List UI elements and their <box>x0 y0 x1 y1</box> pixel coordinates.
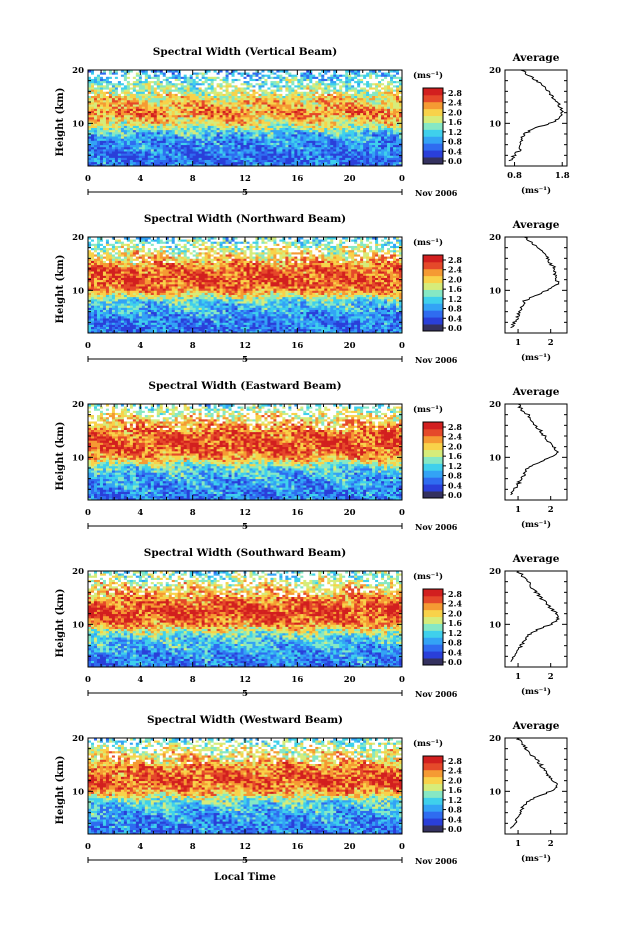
avg-x-tick-label: 1.8 <box>555 171 570 181</box>
panels-group: Spectral Width (Vertical Beam) 20 10 Height… <box>55 46 570 866</box>
x-tick-label: 16 <box>291 174 303 184</box>
colorbar-segment <box>423 157 443 164</box>
x-tick-label: 8 <box>190 174 196 184</box>
y-tick-label: 10 <box>72 119 84 129</box>
y-axis-label: Height (km) <box>55 88 66 157</box>
colorbar-tick-label: 2.8 <box>448 88 462 98</box>
colorbar-tick-label: 1.2 <box>448 127 462 137</box>
colorbar-segment <box>423 136 443 143</box>
colorbar-tick-label: 0.8 <box>448 137 462 147</box>
colorbar-segment <box>423 109 443 116</box>
colorbar-segment <box>423 143 443 150</box>
average-title: Average <box>512 52 560 64</box>
date-label: Nov 2006 <box>415 188 458 198</box>
colorbar-segment <box>423 150 443 157</box>
heatmap <box>88 70 402 166</box>
heatmap <box>88 237 402 333</box>
x-tick-label: 0 <box>85 174 91 184</box>
colorbar-unit: (ms⁻¹) <box>413 70 443 81</box>
y-tick-label: 20 <box>72 66 84 76</box>
panel-title: Spectral Width (Northward Beam) <box>144 213 346 225</box>
colorbar-segment <box>423 123 443 130</box>
panel-title: Spectral Width (Vertical Beam) <box>153 46 337 58</box>
colorbar-tick-label: 0.4 <box>448 146 462 156</box>
x-tick-label: 20 <box>344 174 356 184</box>
x-tick-label: 4 <box>137 174 143 184</box>
average-profile-line <box>509 70 563 161</box>
colorbar-tick-label: 2.4 <box>448 98 462 108</box>
average-xlabel: (ms⁻¹) <box>521 185 551 196</box>
x-tick-label: 0 <box>399 174 405 184</box>
colorbar-segment <box>423 129 443 136</box>
avg-y-tick-label: 10 <box>489 119 501 129</box>
colorbar-tick-label: 1.6 <box>448 117 462 127</box>
colorbar-segment <box>423 88 443 95</box>
colorbar-segment <box>423 95 443 102</box>
colorbar-tick-label: 0.0 <box>448 156 462 166</box>
colorbar-segment <box>423 102 443 109</box>
average-frame <box>505 70 567 166</box>
day-marker: 5 <box>242 188 248 198</box>
panel-2: Spectral Width (Northward Beam)2010Heigh… <box>55 213 567 365</box>
panel-1: Spectral Width (Vertical Beam) 20 10 Height… <box>55 46 570 198</box>
x-tick-label: 12 <box>239 174 251 184</box>
avg-y-tick-label: 20 <box>489 66 501 76</box>
colorbar-tick-label: 2.0 <box>448 107 462 117</box>
colorbar-segment <box>423 116 443 123</box>
avg-x-tick-label: 0.8 <box>507 171 522 181</box>
